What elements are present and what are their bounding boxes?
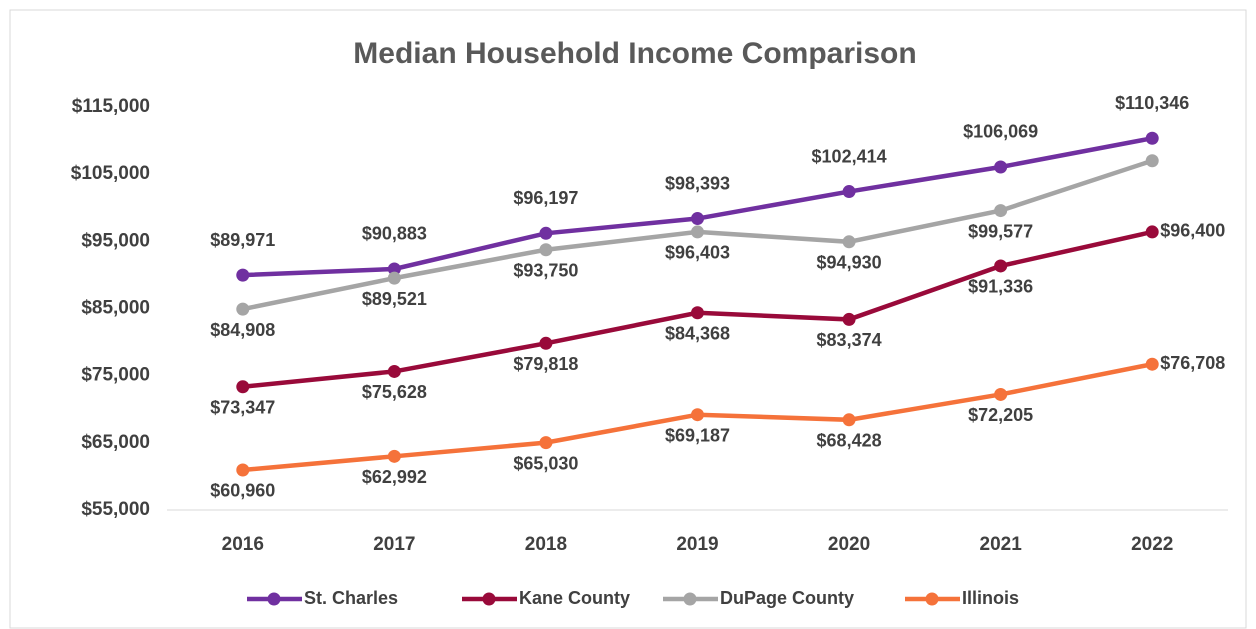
y-tick-label: $115,000 bbox=[72, 96, 150, 117]
data-label: $68,428 bbox=[817, 431, 882, 451]
data-label: $84,368 bbox=[665, 323, 730, 343]
marker bbox=[387, 449, 401, 463]
marker bbox=[691, 408, 704, 422]
data-label: $65,030 bbox=[513, 453, 578, 473]
legend-marker bbox=[683, 592, 697, 606]
marker bbox=[539, 243, 553, 257]
marker bbox=[842, 413, 856, 427]
marker bbox=[994, 259, 1008, 273]
data-label: $110,346 bbox=[1115, 93, 1189, 113]
marker bbox=[842, 235, 856, 249]
data-label: $72,205 bbox=[968, 405, 1033, 425]
data-label: $89,971 bbox=[210, 230, 275, 250]
marker bbox=[236, 380, 250, 394]
data-label: $79,818 bbox=[513, 354, 578, 374]
data-label: $93,750 bbox=[513, 260, 578, 280]
marker bbox=[994, 160, 1008, 174]
x-tick-label: 2022 bbox=[1131, 534, 1173, 555]
legend-label: St. Charles bbox=[304, 588, 398, 608]
marker bbox=[691, 212, 704, 226]
x-tick-label: 2019 bbox=[676, 534, 718, 555]
data-label: $84,908 bbox=[210, 320, 275, 340]
marker bbox=[994, 387, 1008, 401]
data-label: $94,930 bbox=[817, 253, 882, 273]
data-label: $106,069 bbox=[963, 122, 1038, 142]
data-label: $99,577 bbox=[968, 221, 1033, 241]
data-label: $76,708 bbox=[1160, 353, 1225, 373]
x-tick-label: 2016 bbox=[222, 534, 264, 555]
data-label: $98,393 bbox=[665, 173, 730, 193]
data-label: $69,187 bbox=[665, 425, 730, 445]
marker bbox=[1145, 357, 1159, 371]
marker bbox=[1145, 154, 1159, 168]
x-tick-label: 2018 bbox=[525, 534, 567, 555]
data-label: $90,883 bbox=[362, 224, 427, 244]
marker bbox=[387, 271, 401, 285]
x-tick-label: 2017 bbox=[373, 534, 415, 555]
y-tick-label: $85,000 bbox=[81, 298, 150, 319]
marker bbox=[387, 364, 401, 378]
chart-border bbox=[9, 9, 1247, 629]
y-tick-label: $75,000 bbox=[81, 365, 150, 386]
x-tick-label: 2020 bbox=[828, 534, 870, 555]
marker bbox=[994, 204, 1008, 218]
marker bbox=[236, 268, 250, 282]
data-label: $96,400 bbox=[1160, 221, 1225, 241]
chart-title: Median Household Income Comparison bbox=[353, 37, 916, 70]
marker bbox=[1145, 131, 1159, 145]
marker bbox=[842, 185, 856, 199]
y-tick-label: $95,000 bbox=[81, 230, 150, 251]
marker bbox=[1145, 225, 1159, 239]
legend-marker bbox=[482, 592, 496, 606]
marker bbox=[539, 226, 553, 240]
marker bbox=[539, 336, 553, 350]
data-label: $96,403 bbox=[665, 243, 730, 263]
y-tick-label: $65,000 bbox=[81, 432, 150, 453]
y-tick-label: $55,000 bbox=[81, 499, 150, 520]
data-label: $96,197 bbox=[513, 188, 578, 208]
legend-marker bbox=[925, 592, 939, 606]
marker bbox=[691, 225, 704, 239]
marker bbox=[236, 463, 250, 477]
data-label: $102,414 bbox=[812, 146, 887, 166]
legend-marker bbox=[267, 592, 281, 606]
y-tick-label: $105,000 bbox=[71, 163, 150, 184]
data-label: $73,347 bbox=[210, 398, 275, 418]
data-label: $89,521 bbox=[362, 289, 427, 309]
legend-label: DuPage County bbox=[720, 588, 854, 608]
data-label: $60,960 bbox=[210, 481, 275, 501]
marker bbox=[387, 262, 401, 276]
data-label: $62,992 bbox=[362, 467, 427, 487]
x-tick-label: 2021 bbox=[980, 534, 1023, 555]
legend-label: Kane County bbox=[519, 588, 630, 608]
marker bbox=[691, 306, 704, 320]
marker bbox=[842, 312, 856, 326]
legend-label: Illinois bbox=[962, 588, 1019, 608]
marker bbox=[539, 436, 553, 450]
data-label: $91,336 bbox=[968, 277, 1033, 297]
marker bbox=[236, 302, 250, 316]
data-label: $83,374 bbox=[817, 330, 882, 350]
data-label: $75,628 bbox=[362, 382, 427, 402]
